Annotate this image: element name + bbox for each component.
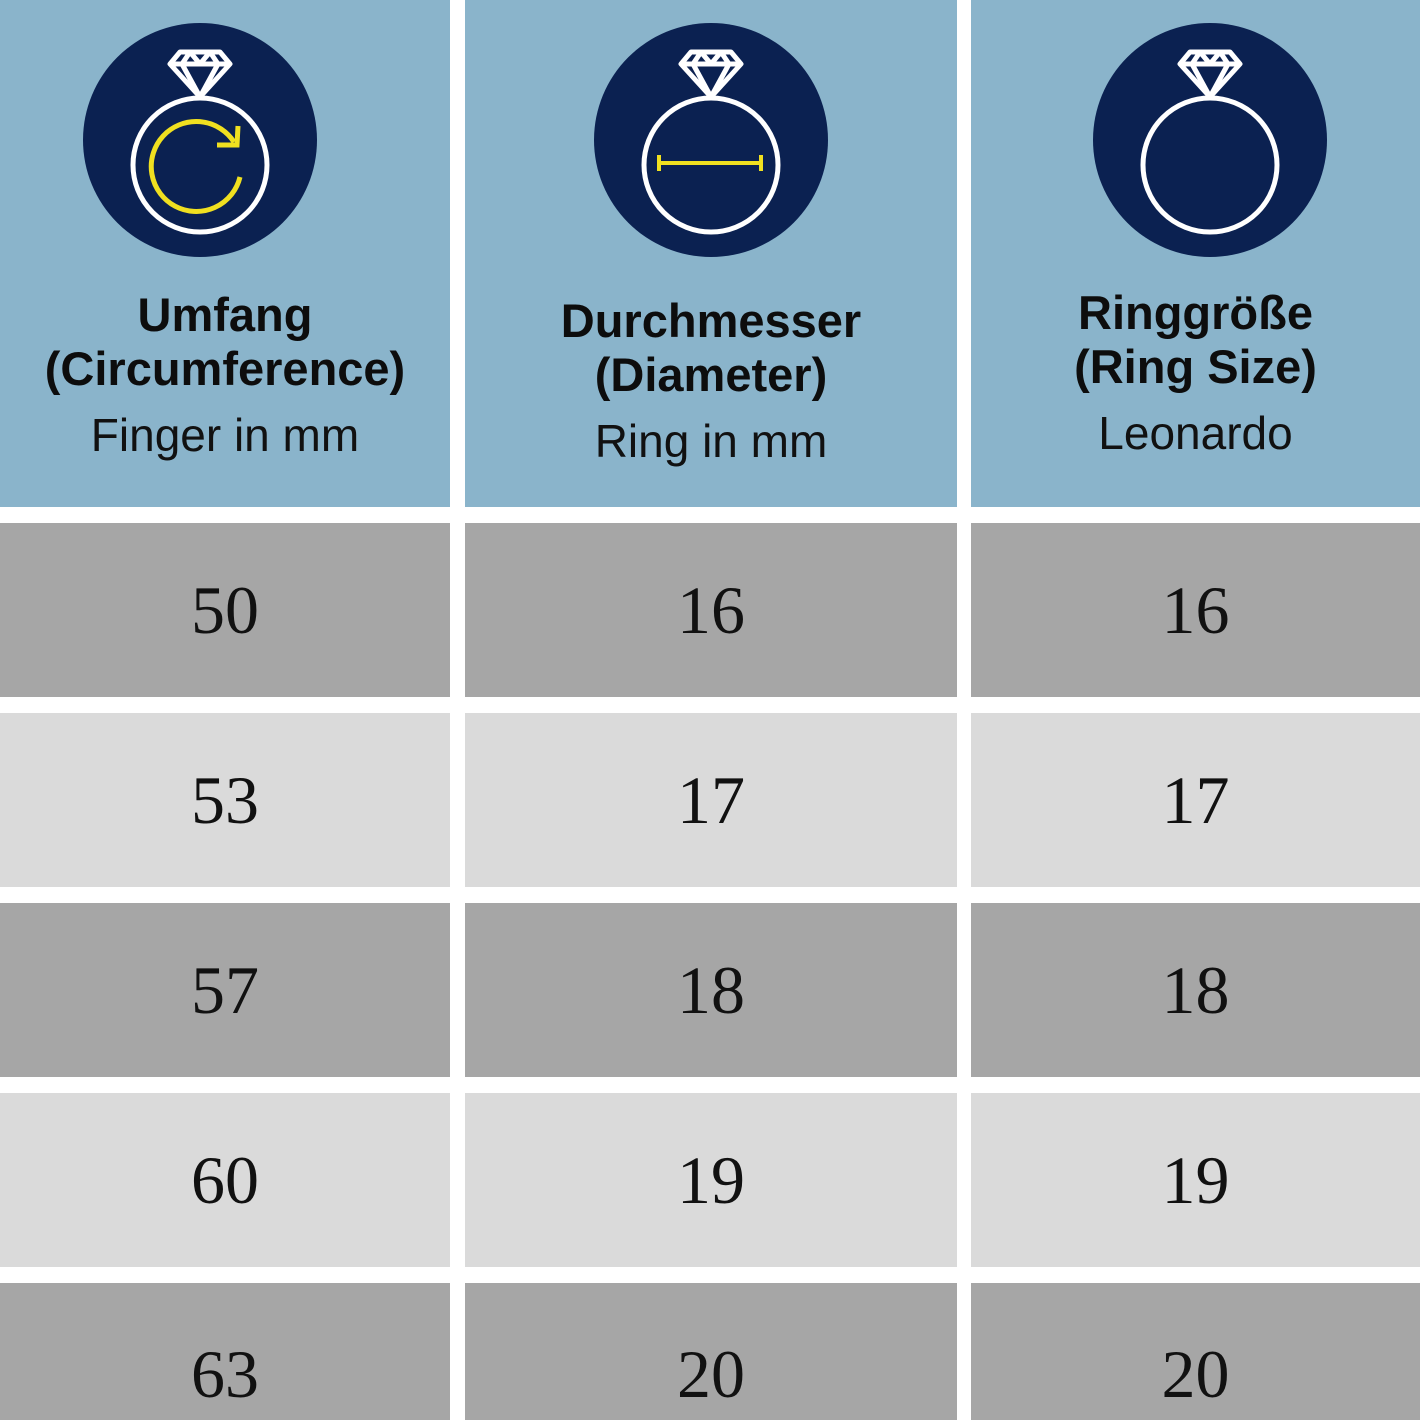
table-cell: 57 xyxy=(0,903,450,1077)
table-cell: 19 xyxy=(465,1093,957,1267)
header-ring-size: Ringgröße (Ring Size) Leonardo xyxy=(971,0,1420,507)
header-circumference: Umfang (Circumference) Finger in mm xyxy=(0,0,450,507)
table-cell: 20 xyxy=(971,1283,1420,1420)
column-title: Ringgröße xyxy=(1078,286,1313,339)
table-cell: 17 xyxy=(971,713,1420,887)
column-unit: Finger in mm xyxy=(90,409,360,461)
table-cell: 53 xyxy=(0,713,450,887)
column-subtitle: (Circumference) xyxy=(44,342,406,395)
header-diameter: Durchmesser (Diameter) Ring in mm xyxy=(465,0,957,507)
column-title: Umfang xyxy=(137,288,313,341)
table-cell: 18 xyxy=(465,903,957,1077)
column-subtitle: (Diameter) xyxy=(594,348,828,401)
table-cell: 17 xyxy=(465,713,957,887)
table-cell: 60 xyxy=(0,1093,450,1267)
ring-circumference-icon xyxy=(83,23,317,257)
column-subtitle: (Ring Size) xyxy=(1074,340,1317,393)
table-cell: 18 xyxy=(971,903,1420,1077)
table-cell: 16 xyxy=(465,523,957,697)
table-cell: 20 xyxy=(465,1283,957,1420)
table-cell: 63 xyxy=(0,1283,450,1420)
table-cell: 19 xyxy=(971,1093,1420,1267)
table-cell: 50 xyxy=(0,523,450,697)
ring-icon xyxy=(1093,23,1327,257)
column-title: Durchmesser xyxy=(560,294,862,347)
table-cell: 16 xyxy=(971,523,1420,697)
column-unit: Ring in mm xyxy=(594,415,828,467)
column-unit: Leonardo xyxy=(1098,407,1293,459)
ring-diameter-icon xyxy=(594,23,828,257)
